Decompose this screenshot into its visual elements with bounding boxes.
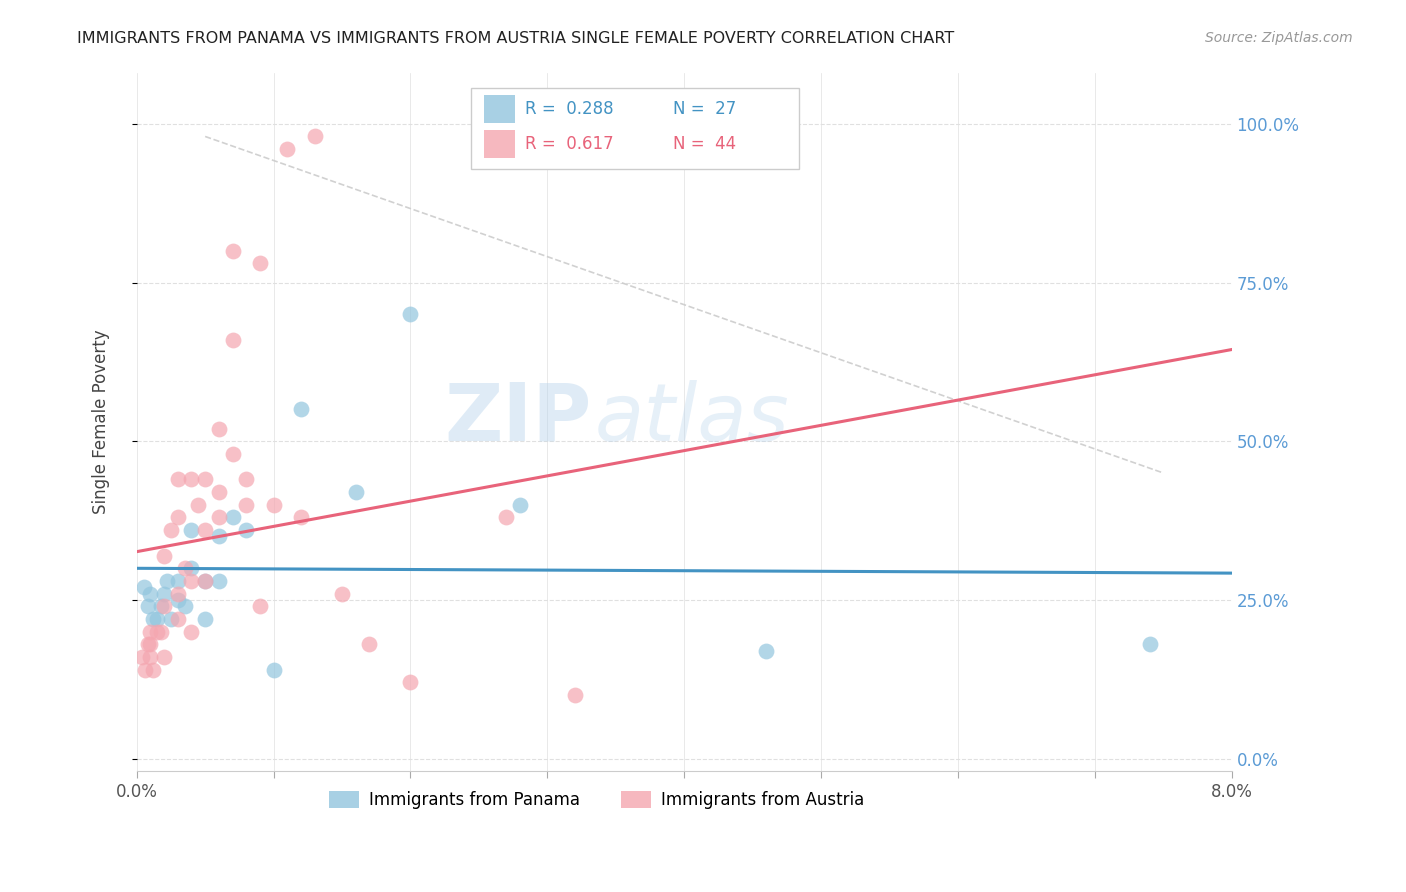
Point — [208, 421, 231, 435]
Point — [146, 624, 169, 639]
Point — [263, 663, 285, 677]
Text: atlas: atlas — [595, 380, 789, 458]
Point — [136, 599, 159, 614]
Legend: Immigrants from Panama, Immigrants from Austria: Immigrants from Panama, Immigrants from … — [322, 784, 872, 815]
Point — [180, 624, 202, 639]
Point — [153, 599, 176, 614]
Point — [173, 599, 195, 614]
Text: R =  0.288: R = 0.288 — [526, 100, 614, 119]
Point — [235, 523, 257, 537]
Point — [187, 498, 209, 512]
Point — [221, 510, 243, 524]
Point — [139, 586, 162, 600]
Point — [173, 561, 195, 575]
Text: N =  27: N = 27 — [673, 100, 737, 119]
Point — [330, 586, 353, 600]
Point — [208, 485, 231, 500]
Point — [153, 549, 176, 563]
Point — [132, 580, 155, 594]
Point — [153, 586, 176, 600]
Point — [166, 586, 188, 600]
Point — [180, 574, 202, 588]
Bar — [484, 130, 515, 158]
Point — [235, 472, 257, 486]
Point — [263, 498, 285, 512]
Bar — [484, 95, 515, 123]
Point — [139, 650, 162, 665]
Point — [194, 523, 217, 537]
Point — [142, 663, 165, 677]
Point — [180, 523, 202, 537]
Point — [208, 510, 231, 524]
Point — [146, 612, 169, 626]
Point — [249, 599, 271, 614]
Point — [509, 498, 531, 512]
Point — [194, 574, 217, 588]
Text: ZIP: ZIP — [444, 380, 591, 458]
Point — [276, 142, 298, 156]
Point — [134, 663, 156, 677]
Point — [221, 244, 243, 258]
Point — [359, 637, 381, 651]
Point — [142, 612, 165, 626]
Point — [194, 612, 217, 626]
Point — [344, 485, 367, 500]
Point — [166, 472, 188, 486]
Y-axis label: Single Female Poverty: Single Female Poverty — [93, 330, 110, 515]
Point — [131, 650, 153, 665]
Point — [166, 574, 188, 588]
Point — [166, 612, 188, 626]
Point — [495, 510, 517, 524]
FancyBboxPatch shape — [471, 88, 799, 169]
Point — [755, 644, 778, 658]
Point — [208, 574, 231, 588]
Point — [249, 256, 271, 270]
Point — [221, 447, 243, 461]
Point — [399, 675, 422, 690]
Point — [156, 574, 179, 588]
Point — [150, 599, 173, 614]
Text: Source: ZipAtlas.com: Source: ZipAtlas.com — [1205, 31, 1353, 45]
Point — [194, 472, 217, 486]
Text: N =  44: N = 44 — [673, 136, 737, 153]
Text: IMMIGRANTS FROM PANAMA VS IMMIGRANTS FROM AUSTRIA SINGLE FEMALE POVERTY CORRELAT: IMMIGRANTS FROM PANAMA VS IMMIGRANTS FRO… — [77, 31, 955, 46]
Point — [153, 650, 176, 665]
Point — [139, 624, 162, 639]
Point — [208, 529, 231, 543]
Point — [136, 637, 159, 651]
Point — [160, 612, 183, 626]
Point — [564, 688, 586, 702]
Point — [221, 333, 243, 347]
Point — [166, 510, 188, 524]
Point — [180, 561, 202, 575]
Point — [139, 637, 162, 651]
Point — [180, 472, 202, 486]
Text: R =  0.617: R = 0.617 — [526, 136, 614, 153]
Point — [235, 498, 257, 512]
Point — [290, 510, 312, 524]
Point — [304, 129, 326, 144]
Point — [166, 593, 188, 607]
Point — [399, 307, 422, 321]
Point — [150, 624, 173, 639]
Point — [194, 574, 217, 588]
Point — [160, 523, 183, 537]
Point — [290, 402, 312, 417]
Point — [1139, 637, 1161, 651]
